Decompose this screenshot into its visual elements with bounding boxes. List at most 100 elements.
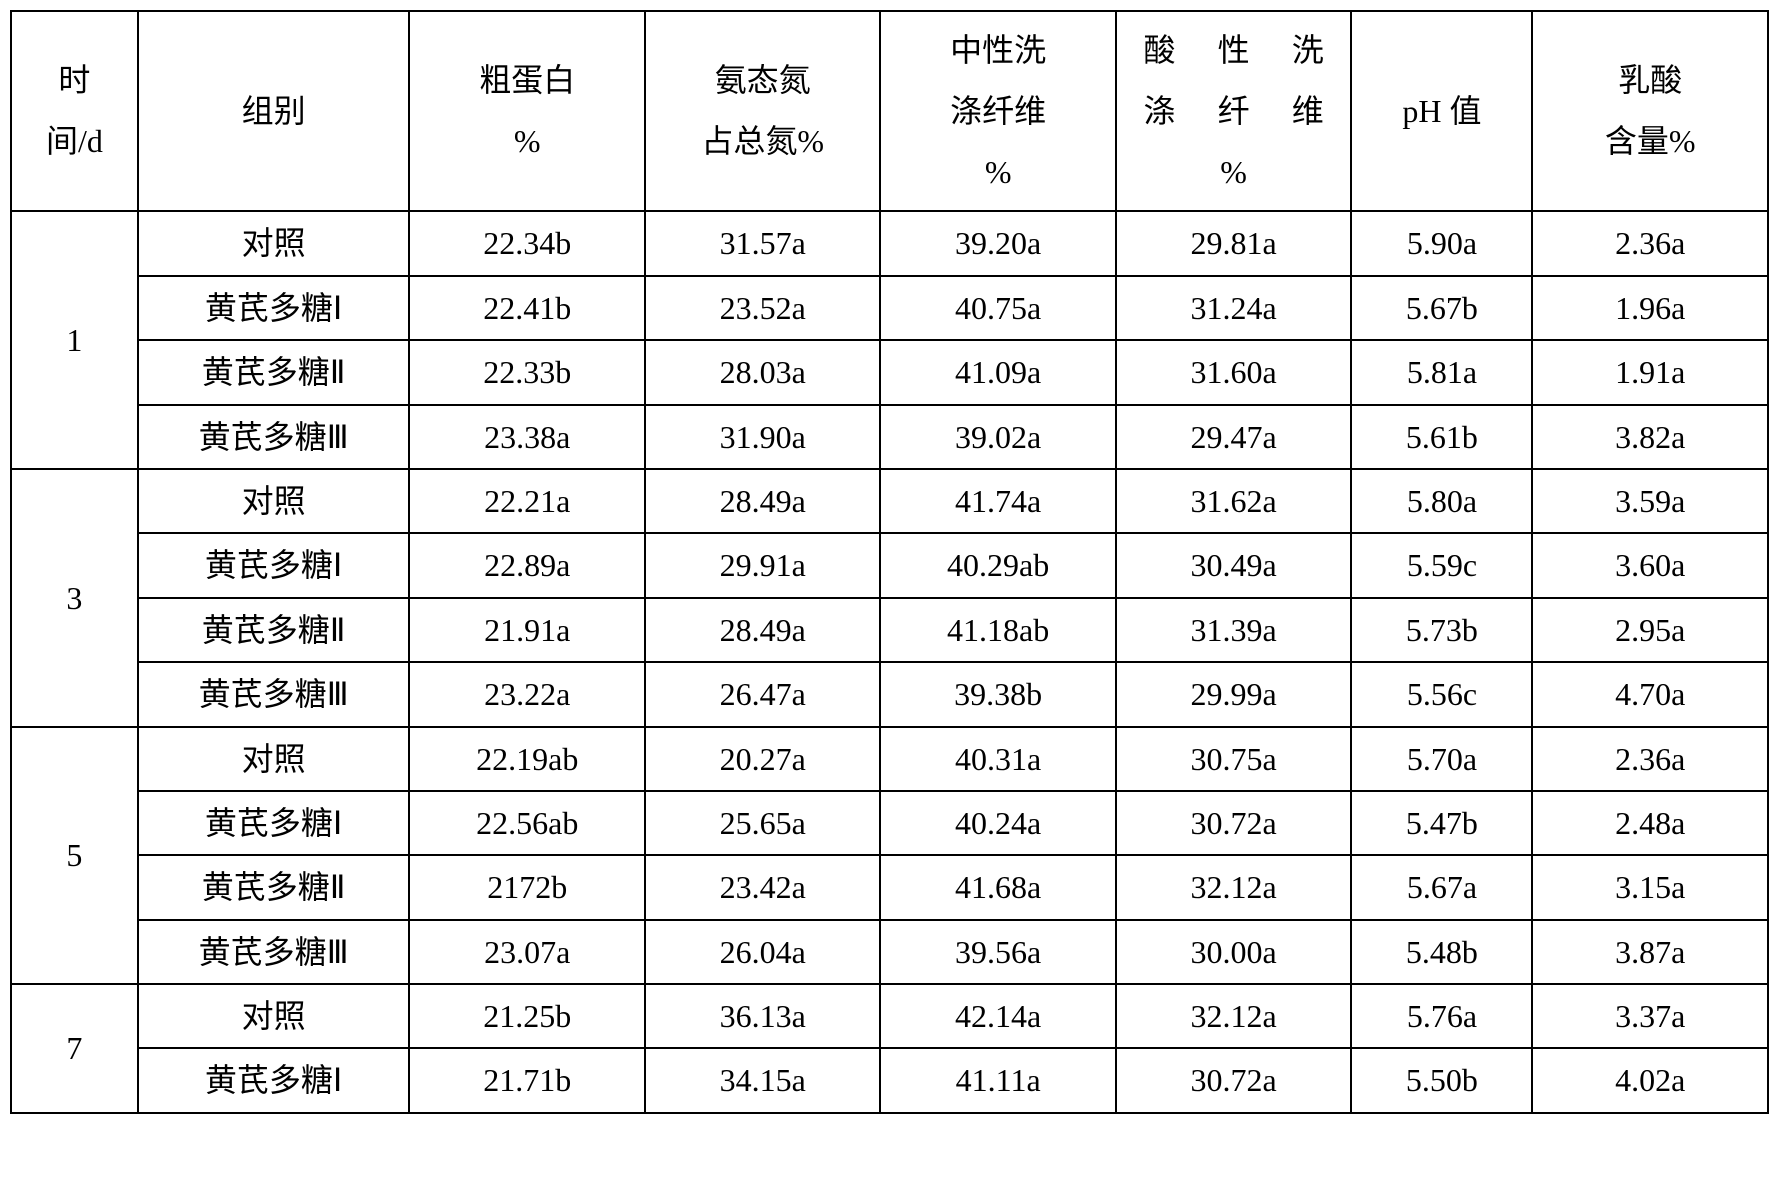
value-cell: 22.19ab [409,727,644,791]
table-body: 1对照22.34b31.57a39.20a29.81a5.90a2.36a黄芪多… [11,211,1768,1112]
value-cell: 5.47b [1351,791,1532,855]
value-cell: 32.12a [1116,984,1351,1048]
table-row: 黄芪多糖Ⅰ22.56ab25.65a40.24a30.72a5.47b2.48a [11,791,1768,855]
table-row: 黄芪多糖Ⅰ22.89a29.91a40.29ab30.49a5.59c3.60a [11,533,1768,597]
value-cell: 29.81a [1116,211,1351,275]
value-cell: 28.49a [645,469,880,533]
table-row: 7对照21.25b36.13a42.14a32.12a5.76a3.37a [11,984,1768,1048]
col-header-lactic: 乳酸含量% [1532,11,1768,211]
col-header-protein: 粗蛋白% [409,11,644,211]
col-header-ammonia: 氨态氮占总氮% [645,11,880,211]
value-cell: 28.03a [645,340,880,404]
value-cell: 31.57a [645,211,880,275]
table-row: 黄芪多糖Ⅱ21.91a28.49a41.18ab31.39a5.73b2.95a [11,598,1768,662]
table-row: 黄芪多糖Ⅰ21.71b34.15a41.11a30.72a5.50b4.02a [11,1048,1768,1112]
group-cell: 黄芪多糖Ⅰ [138,791,410,855]
value-cell: 5.50b [1351,1048,1532,1112]
time-cell: 1 [11,211,138,469]
value-cell: 25.65a [645,791,880,855]
value-cell: 23.07a [409,920,644,984]
value-cell: 1.96a [1532,276,1768,340]
table-row: 黄芪多糖Ⅲ23.22a26.47a39.38b29.99a5.56c4.70a [11,662,1768,726]
time-cell: 5 [11,727,138,985]
value-cell: 31.39a [1116,598,1351,662]
value-cell: 5.80a [1351,469,1532,533]
value-cell: 30.49a [1116,533,1351,597]
group-cell: 黄芪多糖Ⅰ [138,1048,410,1112]
value-cell: 4.02a [1532,1048,1768,1112]
time-cell: 7 [11,984,138,1113]
value-cell: 23.22a [409,662,644,726]
value-cell: 2.36a [1532,211,1768,275]
value-cell: 4.70a [1532,662,1768,726]
value-cell: 31.60a [1116,340,1351,404]
group-cell: 黄芪多糖Ⅲ [138,662,410,726]
value-cell: 2172b [409,855,644,919]
value-cell: 32.12a [1116,855,1351,919]
value-cell: 41.09a [880,340,1115,404]
value-cell: 3.59a [1532,469,1768,533]
time-cell: 3 [11,469,138,727]
value-cell: 30.72a [1116,1048,1351,1112]
group-cell: 黄芪多糖Ⅱ [138,340,410,404]
value-cell: 36.13a [645,984,880,1048]
group-cell: 对照 [138,211,410,275]
value-cell: 31.24a [1116,276,1351,340]
data-table: 时间/d 组别 粗蛋白% 氨态氮占总氮% 中性洗涤纤维% 酸性洗涤纤维% pH … [10,10,1769,1114]
table-row: 黄芪多糖Ⅰ22.41b23.52a40.75a31.24a5.67b1.96a [11,276,1768,340]
group-cell: 黄芪多糖Ⅲ [138,920,410,984]
value-cell: 21.25b [409,984,644,1048]
value-cell: 28.49a [645,598,880,662]
group-cell: 黄芪多糖Ⅰ [138,533,410,597]
value-cell: 5.90a [1351,211,1532,275]
value-cell: 29.99a [1116,662,1351,726]
value-cell: 22.41b [409,276,644,340]
value-cell: 39.56a [880,920,1115,984]
value-cell: 39.20a [880,211,1115,275]
value-cell: 21.71b [409,1048,644,1112]
value-cell: 29.47a [1116,405,1351,469]
table-header: 时间/d 组别 粗蛋白% 氨态氮占总氮% 中性洗涤纤维% 酸性洗涤纤维% pH … [11,11,1768,211]
value-cell: 2.48a [1532,791,1768,855]
value-cell: 39.02a [880,405,1115,469]
value-cell: 22.89a [409,533,644,597]
value-cell: 39.38b [880,662,1115,726]
value-cell: 3.87a [1532,920,1768,984]
value-cell: 5.67a [1351,855,1532,919]
value-cell: 40.29ab [880,533,1115,597]
value-cell: 23.38a [409,405,644,469]
group-cell: 对照 [138,984,410,1048]
value-cell: 1.91a [1532,340,1768,404]
value-cell: 41.18ab [880,598,1115,662]
value-cell: 40.31a [880,727,1115,791]
table-row: 黄芪多糖Ⅱ22.33b28.03a41.09a31.60a5.81a1.91a [11,340,1768,404]
value-cell: 5.76a [1351,984,1532,1048]
value-cell: 3.37a [1532,984,1768,1048]
value-cell: 29.91a [645,533,880,597]
group-cell: 黄芪多糖Ⅰ [138,276,410,340]
value-cell: 22.21a [409,469,644,533]
value-cell: 2.36a [1532,727,1768,791]
group-cell: 黄芪多糖Ⅱ [138,855,410,919]
value-cell: 3.60a [1532,533,1768,597]
value-cell: 5.81a [1351,340,1532,404]
value-cell: 26.47a [645,662,880,726]
value-cell: 30.75a [1116,727,1351,791]
value-cell: 31.90a [645,405,880,469]
value-cell: 31.62a [1116,469,1351,533]
value-cell: 3.82a [1532,405,1768,469]
value-cell: 20.27a [645,727,880,791]
table-row: 5对照22.19ab20.27a40.31a30.75a5.70a2.36a [11,727,1768,791]
group-cell: 对照 [138,727,410,791]
value-cell: 22.34b [409,211,644,275]
col-header-ndf: 中性洗涤纤维% [880,11,1115,211]
table-row: 黄芪多糖Ⅱ2172b23.42a41.68a32.12a5.67a3.15a [11,855,1768,919]
table-row: 1对照22.34b31.57a39.20a29.81a5.90a2.36a [11,211,1768,275]
group-cell: 黄芪多糖Ⅲ [138,405,410,469]
value-cell: 22.33b [409,340,644,404]
value-cell: 30.00a [1116,920,1351,984]
value-cell: 5.48b [1351,920,1532,984]
table-row: 黄芪多糖Ⅲ23.38a31.90a39.02a29.47a5.61b3.82a [11,405,1768,469]
value-cell: 5.67b [1351,276,1532,340]
value-cell: 21.91a [409,598,644,662]
